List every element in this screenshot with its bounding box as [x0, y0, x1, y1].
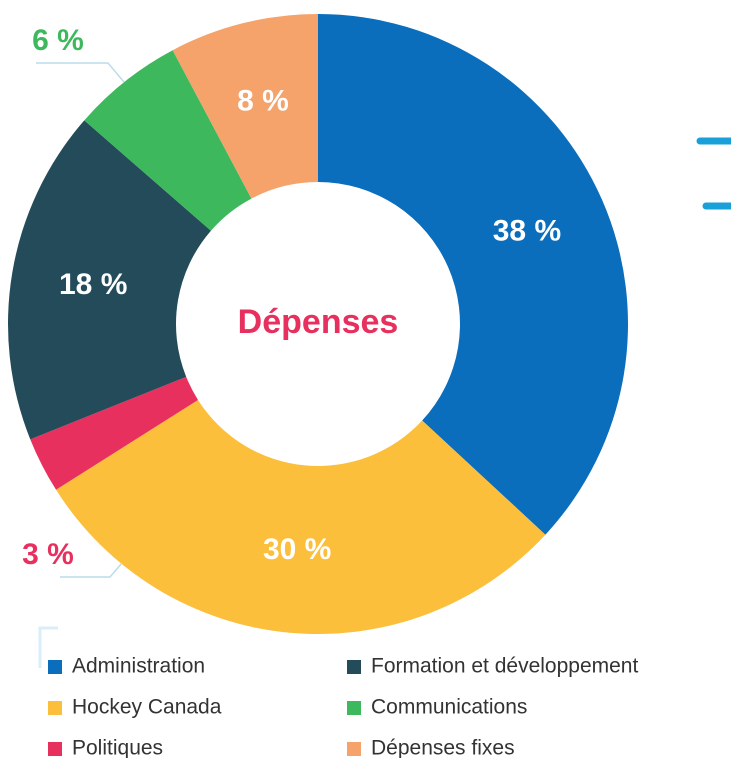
data-label: 30 %	[263, 533, 331, 566]
chart-title: Dépenses	[238, 303, 399, 341]
slice	[30, 376, 199, 490]
slice	[56, 399, 546, 634]
legend-swatch	[347, 701, 361, 715]
legend-swatch	[48, 742, 62, 756]
slice	[172, 13, 318, 199]
legend-label: Formation et développement	[371, 655, 638, 678]
legend-label: Politiques	[72, 737, 163, 758]
data-label: 38 %	[493, 215, 561, 248]
data-label: 18 %	[59, 268, 127, 301]
data-label: 3 %	[22, 538, 74, 571]
leader-line	[60, 562, 123, 578]
legend-swatch	[48, 701, 62, 715]
decoration	[38, 137, 731, 668]
slice	[7, 120, 211, 440]
legend-swatch	[347, 660, 361, 674]
legend-swatch	[347, 742, 361, 756]
data-label: 6 %	[32, 24, 84, 57]
legend-label: Dépenses fixes	[371, 737, 515, 758]
legend-swatch	[48, 660, 62, 674]
slice	[84, 50, 252, 231]
legend-label: Communications	[371, 696, 527, 719]
legend-label: Hockey Canada	[72, 696, 222, 719]
leader-line	[36, 62, 125, 83]
data-label: 8 %	[237, 85, 289, 118]
slice	[318, 14, 629, 535]
legend-label: Administration	[72, 655, 205, 678]
